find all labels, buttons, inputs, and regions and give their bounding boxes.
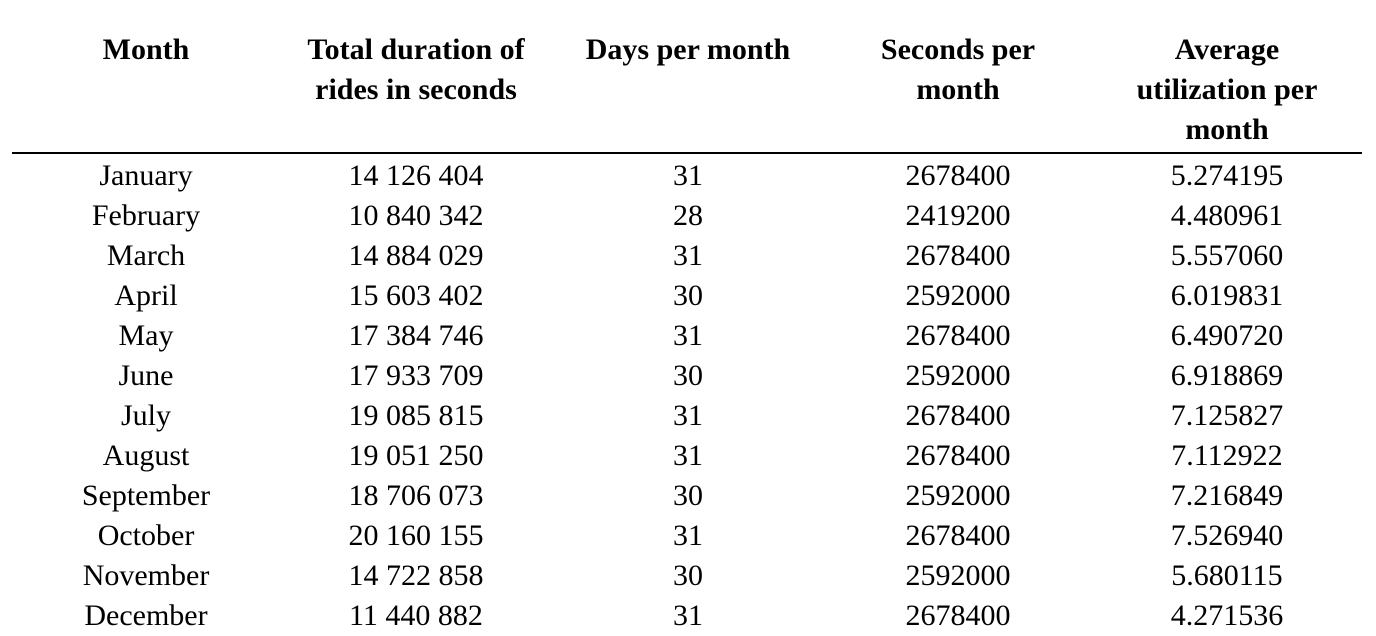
total-duration-cell: 17 384 746 xyxy=(348,319,484,352)
header-total-duration: Total duration of rides in seconds xyxy=(280,30,552,154)
total-duration-cell: 17 933 709 xyxy=(348,359,484,392)
seconds-per-month-cell: 2678400 xyxy=(905,519,1011,552)
seconds-per-month-cell: 2419200 xyxy=(905,199,1011,232)
table-row: August 19 051 250 31 2678400 7.112922 xyxy=(12,436,1362,476)
days-per-month-cell: 30 xyxy=(673,279,703,312)
header-month-label: Month xyxy=(102,33,190,66)
days-per-month-cell: 31 xyxy=(673,519,703,552)
total-duration-cell: 18 706 073 xyxy=(348,479,484,512)
days-per-month-cell: 28 xyxy=(673,199,703,232)
days-per-month-cell: 31 xyxy=(673,599,703,632)
table-row: June 17 933 709 30 2592000 6.918869 xyxy=(12,356,1362,396)
average-utilization-cell: 4.271536 xyxy=(1170,599,1284,632)
month-cell: June xyxy=(118,359,174,392)
total-duration-cell: 14 126 404 xyxy=(348,159,484,192)
month-cell: May xyxy=(118,319,174,352)
month-cell: July xyxy=(120,399,171,432)
average-utilization-cell: 5.557060 xyxy=(1170,239,1284,272)
seconds-per-month-cell: 2678400 xyxy=(905,599,1011,632)
days-per-month-cell: 30 xyxy=(673,559,703,592)
average-utilization-cell: 6.490720 xyxy=(1170,319,1284,352)
total-duration-cell: 14 884 029 xyxy=(348,239,484,272)
total-duration-cell: 14 722 858 xyxy=(348,559,484,592)
table-header: Month Total duration of rides in seconds… xyxy=(12,30,1362,154)
header-seconds-per-month: Seconds per month xyxy=(824,30,1092,154)
days-per-month-cell: 31 xyxy=(673,239,703,272)
days-per-month-cell: 31 xyxy=(673,399,703,432)
average-utilization-cell: 6.019831 xyxy=(1170,279,1284,312)
days-per-month-cell: 31 xyxy=(673,439,703,472)
seconds-per-month-cell: 2678400 xyxy=(905,239,1011,272)
total-duration-cell: 19 085 815 xyxy=(348,399,484,432)
utilization-table: Month Total duration of rides in seconds… xyxy=(12,30,1362,636)
table-row: January 14 126 404 31 2678400 5.274195 xyxy=(12,153,1362,196)
header-total-duration-label: Total duration of rides in seconds xyxy=(307,33,525,106)
table-row: December 11 440 882 31 2678400 4.271536 xyxy=(12,596,1362,636)
days-per-month-cell: 30 xyxy=(673,479,703,512)
month-cell: September xyxy=(81,479,211,512)
seconds-per-month-cell: 2592000 xyxy=(905,479,1011,512)
average-utilization-cell: 7.125827 xyxy=(1170,399,1284,432)
month-cell: November xyxy=(82,559,210,592)
table-row: November 14 722 858 30 2592000 5.680115 xyxy=(12,556,1362,596)
utilization-table-container: Month Total duration of rides in seconds… xyxy=(12,30,1362,636)
table-row: October 20 160 155 31 2678400 7.526940 xyxy=(12,516,1362,556)
seconds-per-month-cell: 2592000 xyxy=(905,359,1011,392)
month-cell: December xyxy=(84,599,208,632)
total-duration-cell: 19 051 250 xyxy=(348,439,484,472)
month-cell: March xyxy=(106,239,186,272)
header-month: Month xyxy=(12,30,280,154)
days-per-month-cell: 30 xyxy=(673,359,703,392)
header-average-utilization: Average utilization per month xyxy=(1092,30,1362,154)
month-cell: August xyxy=(102,439,190,472)
seconds-per-month-cell: 2592000 xyxy=(905,559,1011,592)
table-body: January 14 126 404 31 2678400 5.274195 Februa… xyxy=(12,153,1362,636)
average-utilization-cell: 7.526940 xyxy=(1170,519,1284,552)
total-duration-cell: 10 840 342 xyxy=(348,199,484,232)
seconds-per-month-cell: 2678400 xyxy=(905,399,1011,432)
header-average-utilization-label: Average utilization per month xyxy=(1136,33,1318,146)
days-per-month-cell: 31 xyxy=(673,159,703,192)
seconds-per-month-cell: 2678400 xyxy=(905,159,1011,192)
total-duration-cell: 11 440 882 xyxy=(349,599,483,632)
month-cell: January xyxy=(99,159,193,192)
average-utilization-cell: 5.274195 xyxy=(1170,159,1284,192)
average-utilization-cell: 5.680115 xyxy=(1171,559,1283,592)
total-duration-cell: 15 603 402 xyxy=(348,279,484,312)
table-row: February 10 840 342 28 2419200 4.480961 xyxy=(12,196,1362,236)
month-cell: February xyxy=(91,199,201,232)
table-row: September 18 706 073 30 2592000 7.216849 xyxy=(12,476,1362,516)
month-cell: October xyxy=(97,519,195,552)
average-utilization-cell: 6.918869 xyxy=(1170,359,1284,392)
month-cell: April xyxy=(114,279,178,312)
seconds-per-month-cell: 2678400 xyxy=(905,319,1011,352)
days-per-month-cell: 31 xyxy=(673,319,703,352)
header-seconds-per-month-label: Seconds per month xyxy=(880,33,1036,106)
table-row: May 17 384 746 31 2678400 6.490720 xyxy=(12,316,1362,356)
table-row: July 19 085 815 31 2678400 7.125827 xyxy=(12,396,1362,436)
average-utilization-cell: 7.216849 xyxy=(1170,479,1284,512)
table-row: March 14 884 029 31 2678400 5.557060 xyxy=(12,236,1362,276)
header-row: Month Total duration of rides in seconds… xyxy=(12,30,1362,154)
seconds-per-month-cell: 2592000 xyxy=(905,279,1011,312)
header-days-per-month: Days per month xyxy=(552,30,824,154)
header-days-per-month-label: Days per month xyxy=(585,33,791,66)
total-duration-cell: 20 160 155 xyxy=(348,519,484,552)
average-utilization-cell: 4.480961 xyxy=(1170,199,1284,232)
seconds-per-month-cell: 2678400 xyxy=(905,439,1011,472)
average-utilization-cell: 7.112922 xyxy=(1171,439,1283,472)
table-row: April 15 603 402 30 2592000 6.019831 xyxy=(12,276,1362,316)
